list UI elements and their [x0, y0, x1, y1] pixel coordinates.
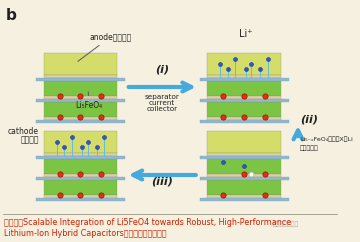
- Bar: [207, 159, 281, 174]
- Text: (i): (i): [155, 64, 169, 74]
- Bar: [44, 102, 117, 117]
- Bar: [199, 177, 289, 180]
- Bar: [44, 81, 117, 96]
- Text: collector: collector: [147, 106, 178, 112]
- Bar: [44, 75, 117, 78]
- Text: (iii): (iii): [151, 177, 173, 187]
- Bar: [207, 131, 281, 153]
- Text: 劲石纳米新材料: 劲石纳米新材料: [273, 221, 299, 227]
- Bar: [207, 102, 281, 117]
- Bar: [44, 159, 117, 174]
- Bar: [44, 153, 117, 156]
- Text: Li⁺: Li⁺: [239, 29, 253, 39]
- Bar: [36, 177, 125, 180]
- Bar: [44, 96, 117, 99]
- Bar: [207, 195, 281, 198]
- Bar: [44, 174, 117, 177]
- Bar: [36, 99, 125, 102]
- Text: 的铁酸锶）: 的铁酸锶）: [300, 145, 319, 151]
- Bar: [44, 180, 117, 195]
- Bar: [36, 156, 125, 159]
- Bar: [44, 53, 117, 75]
- Text: 来源：《Scalable Integration of Li5FeO4 towards Robust, High-Performance: 来源：《Scalable Integration of Li5FeO4 towa…: [4, 218, 291, 227]
- Text: （正极）: （正极）: [20, 135, 39, 144]
- Bar: [199, 156, 289, 159]
- Bar: [207, 96, 281, 99]
- Text: Li₅FeO₄: Li₅FeO₄: [76, 92, 103, 110]
- Text: (ii): (ii): [300, 115, 318, 125]
- Bar: [44, 131, 117, 153]
- Text: separator: separator: [145, 94, 180, 100]
- Text: Lithium-Ion Hybrid Capacitors》，国金证券研究所: Lithium-Ion Hybrid Capacitors》，国金证券研究所: [4, 229, 166, 238]
- Bar: [199, 198, 289, 201]
- Text: anode（负极）: anode（负极）: [78, 32, 132, 61]
- Bar: [207, 180, 281, 195]
- Bar: [44, 117, 117, 120]
- Text: current: current: [149, 100, 175, 106]
- Bar: [207, 81, 281, 96]
- Bar: [36, 78, 125, 81]
- Bar: [199, 120, 289, 123]
- Text: cathode: cathode: [8, 127, 39, 136]
- Bar: [44, 195, 117, 198]
- Bar: [36, 120, 125, 123]
- Bar: [199, 78, 289, 81]
- Bar: [207, 53, 281, 75]
- Text: Li₅₋ₓFeO₄（脚出X个Li: Li₅₋ₓFeO₄（脚出X个Li: [300, 136, 353, 142]
- Bar: [207, 153, 281, 156]
- Bar: [199, 99, 289, 102]
- Text: b: b: [6, 8, 17, 23]
- Bar: [207, 117, 281, 120]
- Bar: [207, 75, 281, 78]
- Bar: [207, 174, 281, 177]
- Bar: [36, 198, 125, 201]
